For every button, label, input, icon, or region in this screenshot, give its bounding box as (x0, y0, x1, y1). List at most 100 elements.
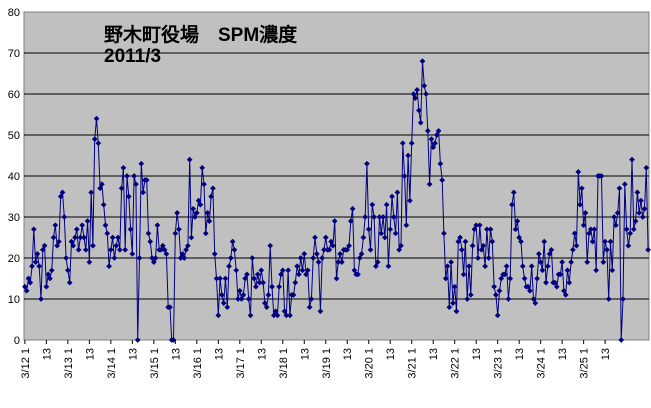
data-point (560, 287, 567, 294)
data-point (430, 144, 437, 151)
data-point (444, 263, 451, 270)
data-point (113, 242, 120, 249)
data-point (183, 246, 190, 253)
data-point (518, 238, 524, 245)
data-point (261, 300, 268, 307)
data-point (399, 140, 406, 147)
data-point (603, 246, 610, 253)
data-point (25, 275, 32, 282)
data-point (645, 246, 651, 253)
x-tick-label: 13 (299, 348, 311, 360)
data-point (396, 246, 403, 253)
data-point (369, 201, 376, 208)
data-point (410, 91, 417, 97)
data-point (254, 271, 261, 278)
data-point (552, 279, 558, 286)
data-point (274, 312, 281, 319)
x-tick-label: 13 (84, 348, 96, 360)
data-point (451, 283, 458, 290)
data-point (389, 193, 395, 200)
data-point (295, 271, 302, 278)
x-tick-label: 3/21 1 (407, 348, 419, 379)
data-point (406, 197, 413, 204)
data-point (381, 234, 388, 241)
data-point (435, 127, 442, 134)
data-point (380, 214, 387, 220)
data-point (351, 267, 358, 274)
data-point (358, 250, 365, 257)
data-point (84, 218, 91, 225)
x-tick-label: 3/18 1 (278, 348, 290, 379)
x-tick-label: 13 (514, 348, 526, 360)
data-point (136, 255, 143, 261)
data-point (537, 259, 544, 266)
data-point (559, 259, 566, 266)
data-point (609, 267, 616, 274)
data-point (163, 250, 170, 257)
data-point (111, 255, 118, 261)
data-point (249, 255, 256, 261)
data-point (308, 296, 315, 302)
y-axis: 0 10 20 30 40 50 60 70 80 (8, 7, 20, 347)
data-point (267, 242, 274, 249)
data-point (140, 189, 147, 196)
data-point (138, 160, 145, 167)
x-tick-label: 3/17 1 (235, 348, 247, 379)
data-point (204, 209, 211, 216)
data-point (23, 287, 30, 294)
data-point (519, 263, 526, 270)
data-point (618, 337, 625, 343)
data-point (331, 218, 338, 225)
data-point (428, 136, 435, 143)
data-point (93, 115, 100, 122)
data-point (362, 214, 369, 220)
data-point (415, 107, 422, 114)
data-point (290, 291, 297, 298)
data-point (294, 263, 301, 270)
data-point (507, 275, 514, 282)
y-tick-label: 60 (8, 89, 20, 101)
data-point (637, 197, 644, 204)
x-tick-label: 3/24 1 (536, 348, 548, 379)
data-point (593, 267, 600, 274)
data-point (356, 255, 363, 261)
data-point (115, 234, 121, 241)
data-point (625, 242, 632, 249)
data-point (54, 242, 61, 249)
data-point (378, 230, 385, 237)
chart-subtitle: 2011/3 (104, 46, 162, 67)
data-point (568, 259, 575, 266)
x-tick-label: 13 (41, 348, 53, 360)
data-point (272, 308, 279, 315)
data-point (600, 259, 607, 266)
data-point (304, 267, 311, 274)
data-point (170, 337, 177, 343)
data-point (197, 201, 204, 208)
x-axis: 3/12 1 13 3/13 1 13 3/14 1 13 3/15 1 13 3/16 1 13… (20, 340, 612, 379)
data-point (543, 279, 549, 286)
data-point (614, 209, 621, 216)
data-point (81, 234, 87, 241)
data-point (414, 86, 421, 93)
data-point (104, 230, 111, 237)
data-point (134, 337, 141, 343)
data-point (166, 304, 173, 311)
data-point (489, 238, 496, 245)
data-point (433, 132, 440, 138)
data-point (30, 226, 37, 233)
x-tick-label: 13 (471, 348, 483, 360)
y-tick-label: 70 (8, 48, 20, 60)
data-point (505, 296, 512, 302)
data-point (21, 283, 28, 290)
y-tick-label: 40 (8, 171, 20, 183)
data-point (528, 263, 535, 270)
data-point (530, 296, 537, 302)
data-point (215, 312, 222, 319)
data-point (630, 226, 637, 233)
y-tick-label: 10 (8, 294, 20, 306)
data-point (478, 246, 485, 253)
data-point (315, 259, 322, 266)
data-point (643, 164, 650, 171)
data-point (68, 238, 75, 245)
data-point (233, 267, 240, 274)
